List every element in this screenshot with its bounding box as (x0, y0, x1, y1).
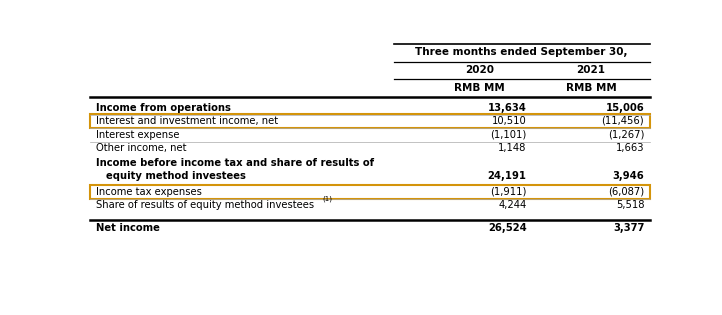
Text: 1,148: 1,148 (498, 143, 527, 153)
Text: Income before income tax and share of results of: Income before income tax and share of re… (96, 158, 374, 168)
Text: 15,006: 15,006 (606, 103, 644, 113)
Text: (1): (1) (323, 196, 332, 202)
Text: Interest expense: Interest expense (96, 130, 179, 140)
Text: 4,244: 4,244 (498, 200, 527, 210)
Text: RMB MM: RMB MM (453, 83, 505, 93)
Text: (6,087): (6,087) (608, 187, 644, 197)
Text: (1,101): (1,101) (490, 130, 527, 140)
Bar (90, 185, 650, 199)
Text: 3,377: 3,377 (613, 223, 644, 233)
Text: Income from operations: Income from operations (96, 103, 231, 113)
Text: Three months ended September 30,: Three months ended September 30, (415, 48, 627, 57)
Text: Net income: Net income (96, 223, 160, 233)
Text: 5,518: 5,518 (616, 200, 644, 210)
Text: equity method investees: equity method investees (106, 171, 245, 181)
Text: (11,456): (11,456) (601, 116, 644, 126)
Text: 13,634: 13,634 (488, 103, 527, 113)
Text: 26,524: 26,524 (488, 223, 527, 233)
Text: 10,510: 10,510 (492, 116, 527, 126)
Text: RMB MM: RMB MM (565, 83, 617, 93)
Bar (90, 114, 650, 128)
Text: 2020: 2020 (465, 65, 494, 75)
Text: Interest and investment income, net: Interest and investment income, net (96, 116, 278, 126)
Text: 2021: 2021 (577, 65, 606, 75)
Text: 24,191: 24,191 (487, 171, 527, 181)
Text: Other income, net: Other income, net (96, 143, 186, 153)
Text: Share of results of equity method investees: Share of results of equity method invest… (96, 200, 314, 210)
Text: 3,946: 3,946 (612, 171, 644, 181)
Text: 1,663: 1,663 (616, 143, 644, 153)
Text: (1,267): (1,267) (608, 130, 644, 140)
Text: Income tax expenses: Income tax expenses (96, 187, 201, 197)
Text: (1,911): (1,911) (490, 187, 527, 197)
